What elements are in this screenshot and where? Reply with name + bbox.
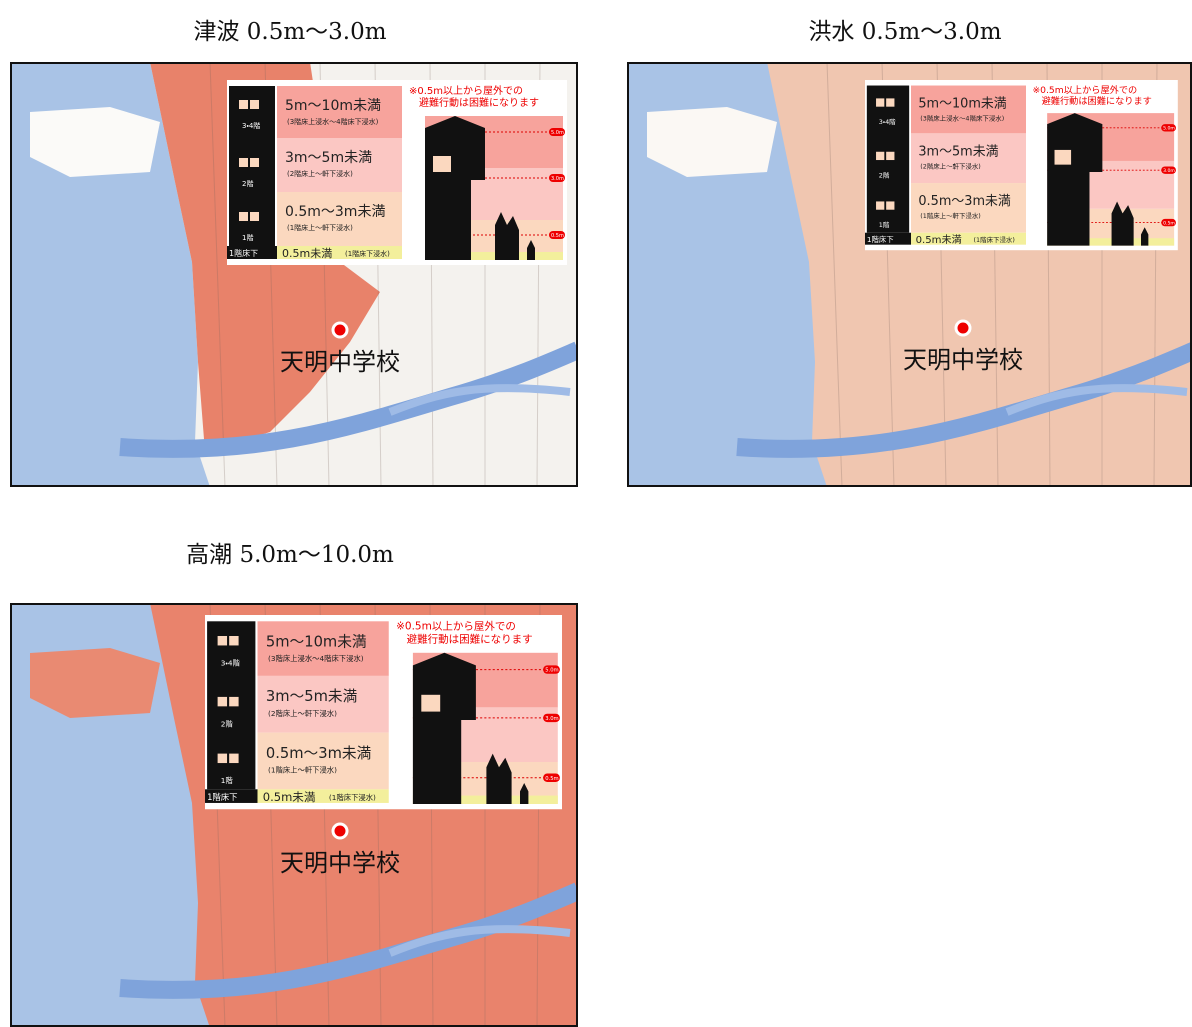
- level-mark: 3.0m: [545, 716, 558, 722]
- window: [239, 212, 248, 221]
- floor-label: 1階床下: [867, 235, 894, 244]
- legend-note: (1階床下浸水): [345, 249, 390, 258]
- level-mark: 0.5m: [1163, 220, 1175, 226]
- window: [876, 201, 884, 209]
- panel-title: 津波 0.5m～3.0m: [193, 12, 386, 46]
- window: [229, 636, 238, 645]
- school-label: 天明中学校: [280, 348, 400, 376]
- level-mark: 0.5m: [545, 776, 558, 782]
- level-mark: 5.0m: [1163, 126, 1175, 132]
- school-label: 天明中学校: [280, 849, 400, 877]
- legend-depth: 3m～5m未満: [285, 150, 372, 166]
- legend-note: (1階床下浸水): [329, 793, 376, 802]
- warning: 避難行動は困難になります: [1042, 95, 1152, 107]
- warning: 避難行動は困難になります: [419, 96, 539, 109]
- level-mark: 0.5m: [551, 233, 564, 239]
- window: [229, 697, 238, 706]
- island: [30, 107, 160, 177]
- window: [250, 158, 259, 167]
- floor-label: 2階: [879, 171, 890, 180]
- legend-note: (3階床上浸水～4階床下浸水): [920, 113, 1004, 122]
- window: [218, 754, 227, 763]
- window: [421, 695, 440, 712]
- level-mark: 5.0m: [545, 668, 558, 674]
- school-label: 天明中学校: [903, 346, 1023, 374]
- legend-note: (2階床上～軒下浸水): [268, 709, 337, 718]
- island: [647, 107, 777, 177]
- legend-depth: 0.5m未満: [916, 234, 962, 246]
- window: [876, 152, 884, 160]
- level-mark: 5.0m: [551, 130, 564, 136]
- level-mark: 3.0m: [551, 176, 564, 182]
- window: [1055, 150, 1072, 165]
- window: [239, 158, 248, 167]
- floor-label: 1階床下: [207, 792, 237, 802]
- window: [433, 156, 451, 172]
- legend-note: (2階床上～軒下浸水): [920, 161, 981, 170]
- window: [886, 152, 894, 160]
- window: [229, 754, 238, 763]
- legend-depth: 0.5m～3m未満: [266, 745, 372, 762]
- level-mark: 3.0m: [1163, 168, 1175, 174]
- page: 津波 0.5m～3.0m 洪水 0.5m～3.0m 高潮 5.0m～10.0m …: [0, 0, 1192, 1027]
- floor-label: 2階: [221, 719, 234, 728]
- warning: ※0.5m以上から屋外での: [1032, 84, 1137, 96]
- floor-label: 1階: [879, 220, 890, 229]
- legend-depth: 0.5m未満: [263, 790, 316, 804]
- window: [886, 98, 894, 106]
- panel-title: 洪水 0.5m～3.0m: [808, 12, 1001, 46]
- island: [30, 648, 160, 718]
- school-marker: [333, 323, 347, 337]
- hazard-map: 5m～10m未満 (3階床上浸水～4階床下浸水) 3m～5m未満 (2階床上～軒下浸水…: [10, 62, 578, 487]
- window: [250, 212, 259, 221]
- legend-depth: 3m～5m未満: [918, 144, 998, 159]
- legend: 5m～10m未満 (3階床上浸水～4階床下浸水) 3m～5m未満 (2階床上～軒下浸水…: [227, 80, 567, 265]
- legend: 5m～10m未満 (3階床上浸水～4階床下浸水) 3m～5m未満 (2階床上～軒下浸水…: [205, 615, 562, 809]
- panel-title: 高潮 5.0m～10.0m: [186, 535, 394, 569]
- hazard-map: 5m～10m未満 (3階床上浸水～4階床下浸水) 3m～5m未満 (2階床上～軒下浸水…: [10, 603, 578, 1027]
- floor-label: 3・4階: [242, 121, 260, 130]
- legend-depth: 5m～10m未満: [266, 634, 367, 651]
- legend-depth: 5m～10m未満: [918, 97, 1006, 112]
- hazard-map: 5m～10m未満(3階床上浸水～4階床下浸水) 3m～5m未満 (2階床上～軒下浸水…: [627, 62, 1192, 487]
- floor-label: 2階: [242, 179, 253, 188]
- legend-note: (1階床上～軒下浸水): [268, 766, 337, 775]
- legend-note: (3階床上浸水～4階床下浸水): [287, 117, 379, 126]
- legend-depth: 0.5m未満: [282, 247, 332, 260]
- floor-label: 3・4階: [221, 658, 241, 667]
- floor-label: 1階: [242, 233, 253, 242]
- warning: ※0.5m以上から屋外での: [409, 85, 523, 97]
- floor-label: 1階床下: [229, 248, 258, 258]
- window: [239, 100, 248, 109]
- legend-depth: 0.5m～3m未満: [918, 194, 1011, 209]
- window: [886, 201, 894, 209]
- legend-depth: 3m～5m未満: [266, 688, 358, 705]
- window: [218, 636, 227, 645]
- legend-note: (2階床上～軒下浸水): [287, 169, 353, 178]
- school-marker: [333, 824, 347, 838]
- school-marker: [956, 321, 970, 335]
- legend-note: (1階床上～軒下浸水): [287, 223, 353, 232]
- legend-note: (1階床上～軒下浸水): [920, 211, 981, 220]
- legend-depth: 0.5m～3m未満: [285, 204, 385, 220]
- warning: 避難行動は困難になります: [407, 632, 533, 645]
- legend-depth: 5m～10m未満: [285, 98, 381, 114]
- legend-note: (1階床下浸水): [974, 235, 1015, 244]
- legend-note: (3階床上浸水～4階床下浸水): [268, 654, 364, 663]
- window: [876, 98, 884, 106]
- window: [250, 100, 259, 109]
- window: [218, 697, 227, 706]
- legend: 5m～10m未満(3階床上浸水～4階床下浸水) 3m～5m未満 (2階床上～軒下浸水…: [865, 80, 1178, 250]
- warning: ※0.5m以上から屋外での: [396, 621, 516, 633]
- floor-label: 1階: [221, 776, 234, 785]
- floor-label: 3・4階: [879, 117, 896, 126]
